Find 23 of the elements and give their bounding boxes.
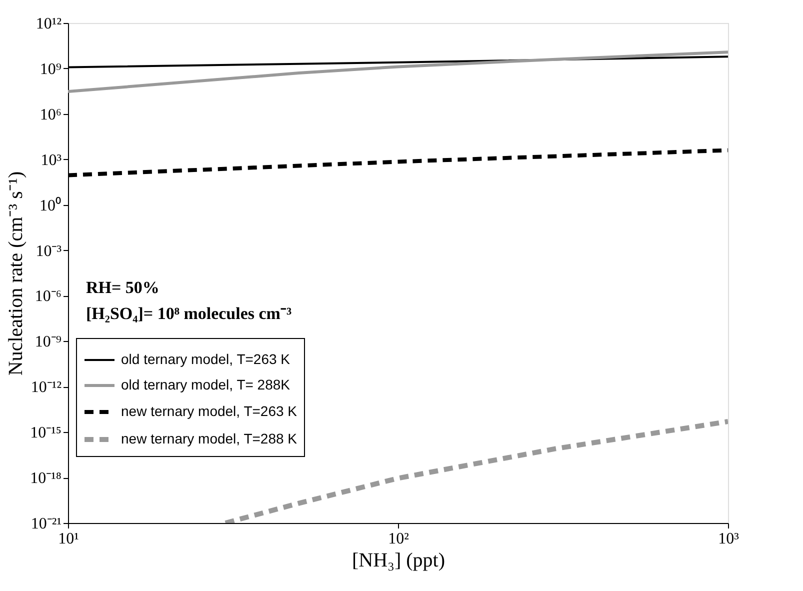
legend-label: new ternary model, T=263 K [121, 403, 298, 419]
y-tick-label: 10⁶ [40, 106, 62, 124]
y-tick-label: 10⁻⁹ [34, 334, 62, 351]
y-tick-label: 10¹² [36, 16, 62, 32]
legend-label: old ternary model, T= 288K [121, 376, 291, 392]
y-tick-label: 10⁰ [40, 196, 62, 214]
y-tick-label: 10⁹ [40, 60, 62, 78]
y-tick-label: 10⁻²¹ [30, 516, 62, 532]
y-tick-label: 10⁻¹² [30, 379, 62, 396]
x-tick-label: 10¹ [58, 530, 80, 548]
annotation: RH= 50% [86, 278, 160, 297]
y-tick-label: 10⁻⁶ [34, 288, 62, 306]
y-tick-label: 10³ [40, 152, 62, 169]
legend-label: new ternary model, T=288 K [121, 430, 298, 446]
y-tick-label: 10⁻¹⁵ [30, 424, 62, 442]
annotation: [H₂SO₄]= 10⁸ molecules cm⁻³ [86, 304, 292, 323]
legend-label: old ternary model, T=263 K [121, 351, 291, 367]
x-axis-title: [NH₃] (ppt) [352, 550, 446, 572]
y-tick-label: 10⁻³ [36, 242, 62, 260]
x-tick-label: 10² [388, 530, 410, 548]
y-axis-title: Nucleation rate (cm⁻³ s⁻¹) [5, 171, 28, 376]
x-tick-label: 10³ [718, 530, 740, 548]
y-tick-label: 10⁻¹⁸ [30, 470, 62, 488]
